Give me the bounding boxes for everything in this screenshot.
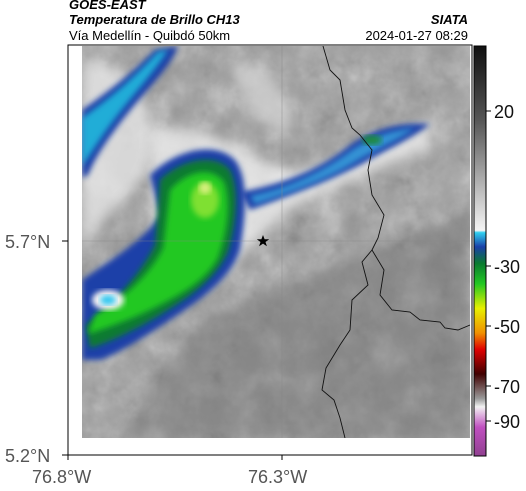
department-border (322, 46, 470, 331)
route-subtitle: Vía Medellín - Quibdó 50km (69, 28, 231, 43)
colorbar-tick-label: -50 (494, 317, 520, 337)
lat-tick-label: 5.7°N (5, 232, 50, 252)
colorbar-tick-label: -30 (494, 257, 520, 277)
lon-tick-label: 76.3°W (248, 467, 307, 487)
colorbar (473, 45, 487, 457)
lon-tick-label: 76.8°W (32, 467, 91, 487)
lat-tick-label: 5.2°N (5, 446, 50, 466)
timestamp-label: 2024-01-27 08:29 (365, 28, 468, 43)
source-label: SIATA (430, 12, 468, 27)
department-border (321, 249, 373, 438)
colorbar-tick-label: -70 (494, 377, 520, 397)
star-marker[interactable] (256, 235, 270, 247)
satellite-image (82, 46, 470, 438)
satellite-title: GOES-EAST (69, 0, 146, 12)
colorbar-tick-label: -90 (494, 412, 520, 432)
product-title: Temperatura de Brillo CH13 (69, 12, 240, 27)
colorbar-tick-label: 20 (494, 102, 514, 122)
